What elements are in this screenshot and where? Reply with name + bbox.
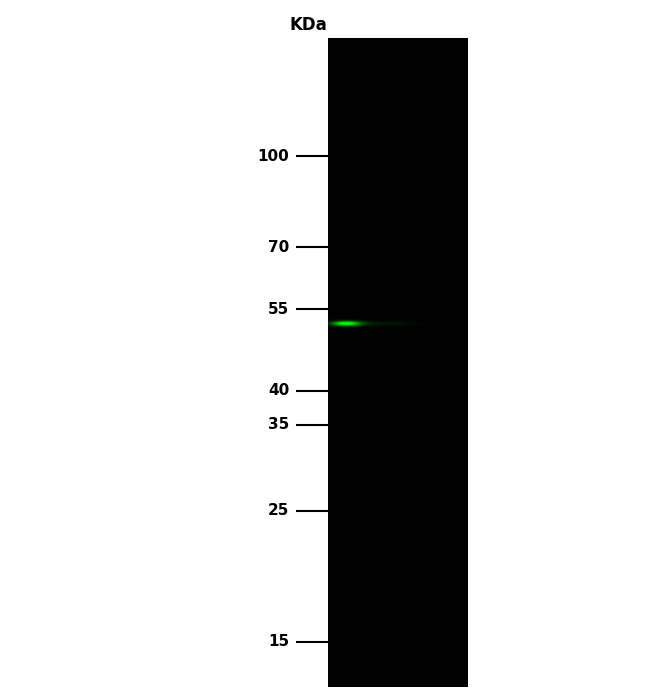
Text: 100: 100	[257, 148, 289, 164]
Text: 25: 25	[268, 503, 289, 519]
Text: A: A	[391, 16, 406, 34]
Text: 15: 15	[268, 634, 289, 649]
Text: 70: 70	[268, 240, 289, 255]
Bar	[328, 38, 468, 687]
Text: KDa: KDa	[290, 16, 328, 34]
Text: 40: 40	[268, 383, 289, 398]
Text: 55: 55	[268, 302, 289, 316]
Text: 35: 35	[268, 418, 289, 432]
